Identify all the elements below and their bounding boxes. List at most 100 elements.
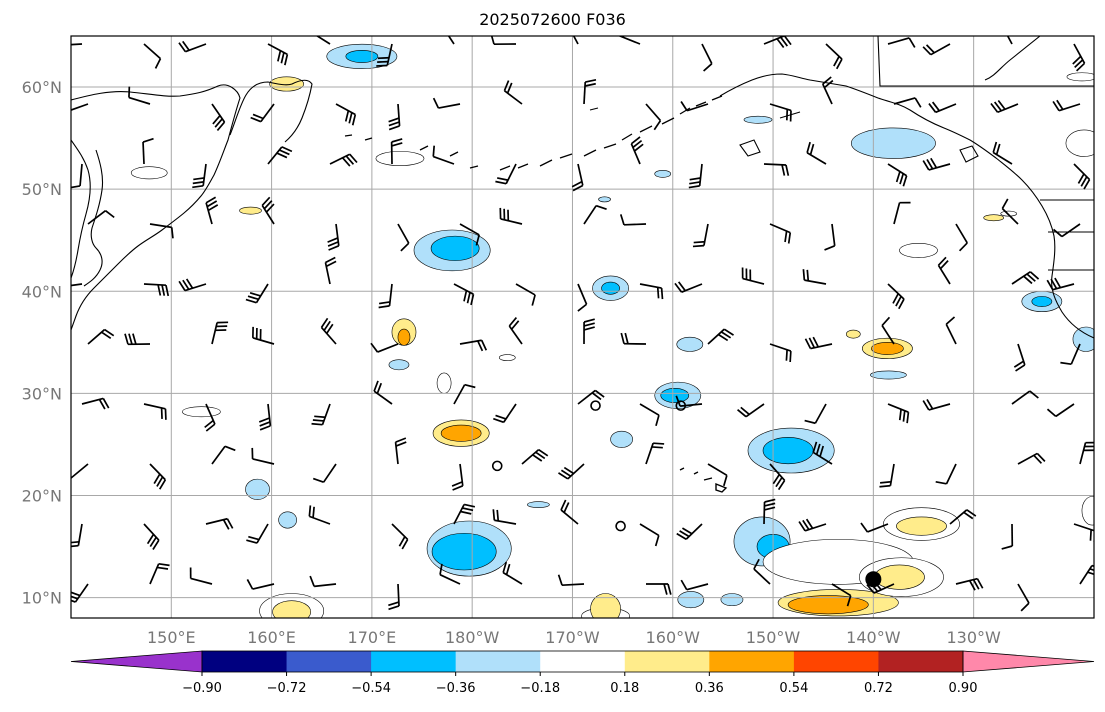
wind-barb xyxy=(453,283,475,306)
wind-barb xyxy=(645,583,672,595)
wind-barb xyxy=(447,36,455,45)
lon-tick-label: 180°W xyxy=(445,628,500,647)
contour-region-39 xyxy=(874,564,925,590)
wind-barb xyxy=(769,463,786,491)
contour-region-4 xyxy=(430,235,480,261)
wind-barb xyxy=(806,141,827,165)
colorbar-bin xyxy=(371,651,457,672)
marker-open-2 xyxy=(491,460,503,472)
wind-barb xyxy=(142,137,154,165)
coastline-okhotsk xyxy=(229,79,313,143)
wind-barb xyxy=(955,223,968,252)
wind-barb xyxy=(499,207,523,225)
wind-barb xyxy=(619,36,641,45)
wind-barb xyxy=(143,283,170,297)
wind-barb xyxy=(558,463,585,480)
contour-region-53 xyxy=(850,127,936,159)
wind-barb xyxy=(149,223,174,239)
contour-region-61 xyxy=(1081,496,1094,526)
wind-barb xyxy=(741,267,765,285)
wind-barb xyxy=(178,278,207,292)
wind-barb xyxy=(674,281,703,293)
wind-barb xyxy=(639,403,660,427)
wind-barb xyxy=(887,283,905,310)
wind-barb xyxy=(577,389,605,405)
map-title: 2025072600 F036 xyxy=(479,10,626,29)
wind-barb xyxy=(893,201,911,225)
wind-barb xyxy=(515,283,536,306)
lon-tick-label: 140°W xyxy=(846,628,901,647)
wind-barb xyxy=(583,78,597,105)
wind-barb xyxy=(887,37,916,48)
wind-barb xyxy=(192,163,207,189)
wind-barb xyxy=(390,138,403,165)
wind-barb xyxy=(639,283,664,300)
wind-barb xyxy=(205,196,219,225)
contour-region-51 xyxy=(870,370,907,380)
contour-region-8 xyxy=(130,166,168,180)
wind-barb xyxy=(373,380,393,405)
wind-barb xyxy=(881,316,895,345)
wind-barb xyxy=(928,101,957,114)
wind-barb xyxy=(887,163,908,187)
wind-barb xyxy=(71,463,89,479)
wind-barb xyxy=(675,395,703,407)
colorbar-tick-label: 0.36 xyxy=(695,681,724,696)
wind-barb xyxy=(769,223,792,244)
wind-barb xyxy=(1046,403,1075,418)
wind-barb xyxy=(1073,163,1091,190)
colorbar-bin xyxy=(709,651,795,672)
contour-region-43 xyxy=(590,593,621,618)
wind-barb xyxy=(1052,99,1081,112)
colorbar-bin xyxy=(878,651,964,672)
wind-barb xyxy=(763,36,792,49)
contour-region-17 xyxy=(660,387,690,403)
contour-region-14 xyxy=(601,281,620,295)
wind-barb xyxy=(378,283,393,309)
wind-barb xyxy=(87,328,115,345)
wind-barb xyxy=(267,146,293,165)
wind-barb xyxy=(508,317,523,345)
lat-tick-label: 20°N xyxy=(22,486,62,505)
wind-barb xyxy=(205,517,234,530)
wind-barb xyxy=(149,463,167,490)
coastline-alaska-north xyxy=(877,36,1094,87)
coastlines xyxy=(71,36,1094,493)
coastline-aleutians xyxy=(344,95,723,171)
wind-barb xyxy=(87,209,115,225)
contour-region-19 xyxy=(610,430,633,448)
contour-region-35 xyxy=(787,595,869,615)
wind-barb xyxy=(246,523,269,544)
wind-barb xyxy=(149,562,170,585)
wind-barb xyxy=(763,163,790,176)
wind-barb xyxy=(992,141,1013,165)
wind-barb xyxy=(619,214,647,226)
contour-region-12 xyxy=(498,354,516,361)
wind-barb xyxy=(309,575,337,588)
wind-barb xyxy=(753,558,771,585)
contour-region-9 xyxy=(375,151,425,166)
contour-region-60 xyxy=(1000,210,1018,217)
contour-region-25 xyxy=(388,359,410,371)
wind-barb xyxy=(327,223,340,251)
marker-open-3 xyxy=(615,520,626,532)
wind-barb xyxy=(831,583,852,607)
colorbar-tick-label: 0.18 xyxy=(610,681,639,696)
wind-barb xyxy=(329,153,358,167)
wind-barb xyxy=(1001,523,1014,550)
contour-region-24 xyxy=(436,372,452,394)
wind-barb xyxy=(267,43,289,66)
colorbar-extend-low xyxy=(70,650,203,673)
wind-barb xyxy=(737,403,765,418)
wind-barb xyxy=(812,441,833,465)
wind-barb xyxy=(1073,523,1094,542)
wind-barb xyxy=(453,503,476,525)
wind-barb xyxy=(676,523,703,541)
map-plot-area xyxy=(71,36,1094,618)
wind-barb xyxy=(261,196,275,225)
colorbar-tick-label: −0.36 xyxy=(436,681,476,696)
contour-region-7 xyxy=(269,76,304,92)
wind-barb xyxy=(1013,343,1026,372)
contour-region-41 xyxy=(272,600,311,618)
